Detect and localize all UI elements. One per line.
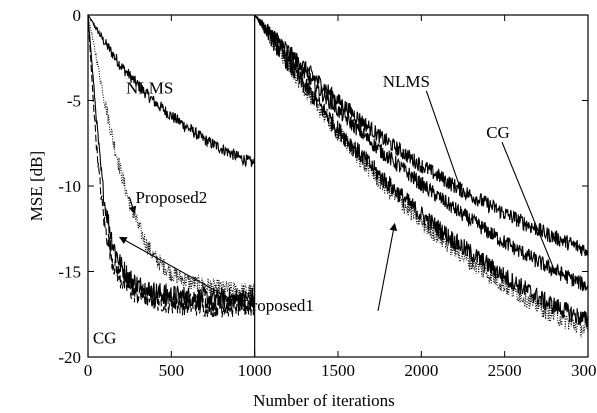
series-layer [87,14,589,338]
y-axis-label: MSE [dB] [27,151,46,221]
series-line-cg-seg2 [254,14,589,292]
x-axis-label: Number of iterations [253,391,395,410]
annotation-label-cg: CG [486,123,510,142]
series-line-nlms-seg2 [254,14,588,257]
annotation-label-proposed1: Proposed1 [242,296,314,315]
annotation-label-cg: CG [93,328,117,347]
annotation-layer: NLMS Proposed2 Proposed1 CG NLMS CG [93,72,558,347]
annotation-arrow-cg [501,141,558,276]
y-tick-label: -5 [67,92,81,111]
annotation-arrow-nlms [425,90,463,192]
annotation-arrow-proposed2 [128,196,137,215]
x-tick-label: 0 [84,361,93,380]
x-tick-label: 2000 [404,361,438,380]
x-tick-label: 500 [159,361,185,380]
annotation-label-proposed2: Proposed2 [135,188,207,207]
y-tick-label: -20 [58,348,81,367]
x-tick-label: 1000 [238,361,272,380]
y-tick-label: -15 [58,263,81,282]
annotation-label-nlms: NLMS [383,72,430,91]
x-tick-label: 1500 [321,361,355,380]
y-tick-label: -10 [58,177,81,196]
series-line-cg-seg1 [87,14,256,318]
plot-frame [87,14,589,358]
annotation-arrow-proposed [377,222,398,311]
series-line-nlms-seg1 [87,14,256,168]
y-tick-label: 0 [73,6,82,25]
series-line-proposed2-seg1 [87,14,255,299]
annotation-label-nlms: NLMS [126,79,173,98]
annotation-arrow-proposed1 [118,236,235,302]
x-tick-label: 2500 [488,361,522,380]
